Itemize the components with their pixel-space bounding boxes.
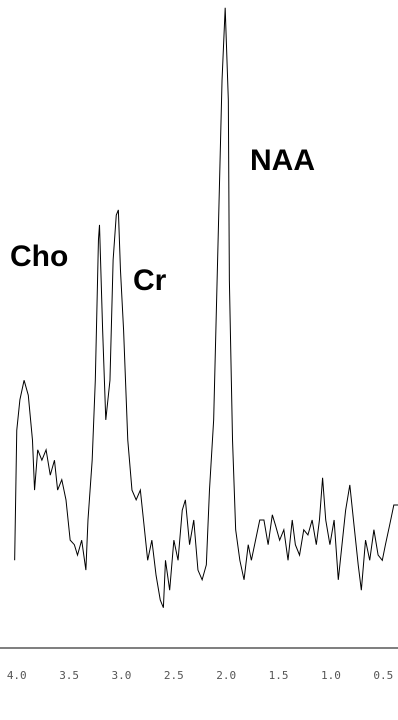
x-tick-label: 3.5 <box>59 669 79 682</box>
x-tick-label: 4.0 <box>7 669 27 682</box>
spectrum-line <box>14 7 398 608</box>
x-tick-label: 3.0 <box>112 669 132 682</box>
x-tick-label: 2.5 <box>164 669 184 682</box>
x-tick-label: 0.5 <box>373 669 393 682</box>
x-tick-label: 1.5 <box>269 669 289 682</box>
peak-label: Cr <box>133 264 167 297</box>
peak-label: NAA <box>250 144 315 177</box>
x-tick-label: 1.0 <box>321 669 341 682</box>
x-tick-label: 2.0 <box>216 669 236 682</box>
peak-label: Cho <box>10 240 68 273</box>
